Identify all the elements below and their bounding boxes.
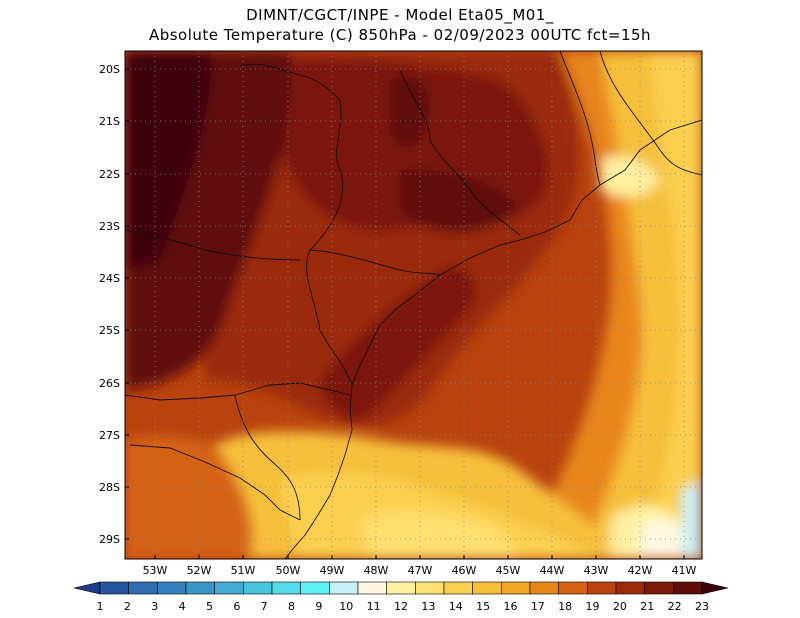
lon-label: 45W [496,564,521,577]
lon-label: 49W [320,564,345,577]
lon-label: 52W [187,564,212,577]
colorbar-label: 9 [315,600,322,613]
colorbar-swatch [128,581,158,595]
lon-label: 44W [540,564,565,577]
colorbar-label: 15 [476,600,490,613]
colorbar-swatch [386,581,416,595]
lon-label: 50W [276,564,301,577]
colorbar-label: 1 [97,600,104,613]
colorbar-label: 17 [531,600,545,613]
lat-label: 27S [99,429,120,442]
lon-label: 46W [452,564,477,577]
lon-label: 51W [231,564,256,577]
colorbar-swatch [615,581,645,595]
colorbar-label: 18 [558,600,572,613]
colorbar-label: 2 [124,600,131,613]
lat-label: 22S [99,168,120,181]
colorbar-swatch [673,581,703,595]
lon-label: 43W [584,564,609,577]
colorbar-label: 16 [503,600,517,613]
lat-label: 26S [99,377,120,390]
colorbar-arrow-left [73,581,101,595]
map-title: DIMNT/CGCT/INPE - Model Eta05_M01_ [246,6,554,24]
colorbar-label: 12 [394,600,408,613]
colorbar-label: 13 [421,600,435,613]
colorbar-swatch [329,581,359,595]
colorbar-swatch [214,581,244,595]
colorbar-swatch [587,581,617,595]
lon-label: 42W [628,564,653,577]
colorbar-label: 4 [179,600,186,613]
lat-label: 23S [99,220,120,233]
colorbar-label: 22 [668,600,682,613]
colorbar-arrow-right [701,581,729,595]
lat-label: 28S [99,481,120,494]
colorbar-swatch [529,581,559,595]
colorbar-label: 20 [613,600,627,613]
map-frame [124,50,703,560]
temperature-field [125,51,702,559]
colorbar-swatch [501,581,531,595]
colorbar-swatch [644,581,674,595]
colorbar-label: 19 [586,600,600,613]
colorbar-label: 21 [640,600,654,613]
colorbar-label: 11 [367,600,381,613]
colorbar-label: 3 [151,600,158,613]
colorbar-swatch [271,581,301,595]
colorbar: 1 2 3 4 5 6 7 8 9 10 11 12 13 14 15 16 17 18 19 20 21 22 23 [73,581,729,613]
map-subtitle: Absolute Temperature (C) 850hPa - 02/09/… [148,26,652,44]
colorbar-label: 7 [261,600,268,613]
colorbar-label: 14 [449,600,463,613]
colorbar-swatch [472,581,502,595]
colorbar-swatch [415,581,445,595]
lon-label: 41W [672,564,697,577]
gridlines [125,51,702,559]
colorbar-label: 8 [288,600,295,613]
lat-label: 24S [99,272,120,285]
colorbar-label: 10 [339,600,353,613]
lon-label: 48W [364,564,389,577]
colorbar-swatch [243,581,273,595]
colorbar-swatch [558,581,588,595]
colorbar-swatch [357,581,387,595]
lon-ticks [154,555,685,559]
colorbar-label: 6 [233,600,240,613]
colorbar-swatch [157,581,187,595]
lat-label: 20S [99,63,120,76]
lon-label: 47W [408,564,433,577]
colorbar-swatch [443,581,473,595]
colorbar-swatch [300,581,330,595]
lat-label: 25S [99,324,120,337]
lat-ticks [125,68,129,540]
colorbar-swatch [99,581,129,595]
lat-label: 21S [99,115,120,128]
colorbar-swatch [185,581,215,595]
lon-label: 53W [143,564,168,577]
colorbar-label: 23 [695,600,709,613]
colorbar-label: 5 [206,600,213,613]
lat-label: 29S [99,533,120,546]
